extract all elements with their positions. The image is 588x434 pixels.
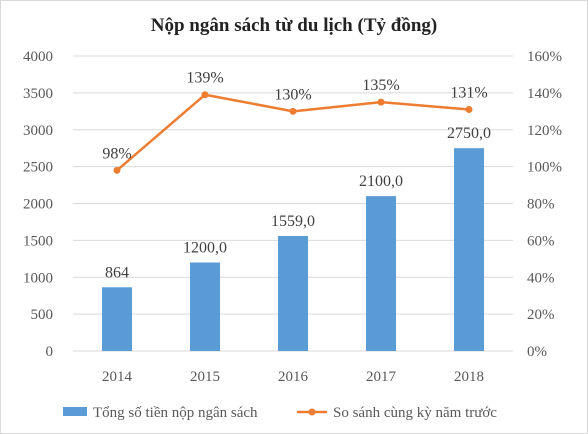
- y-right-tick-label: 120%: [527, 123, 562, 139]
- axis-labels: 0 0% 500 20% 1000 40% 1500 60% 2000 80% 2500 100% 30…: [23, 49, 562, 385]
- y-right-tick-label: 140%: [527, 86, 562, 102]
- bar-data-label: 1559,0: [271, 213, 315, 230]
- x-tick-label: 2017: [366, 369, 397, 385]
- line-data-label: 139%: [186, 70, 223, 87]
- y-left-tick-label: 0: [46, 344, 54, 360]
- legend-label-bar: Tổng số tiền nộp ngân sách: [93, 405, 258, 421]
- y-right-tick-label: 160%: [527, 49, 562, 65]
- legend-swatch-bar: [63, 407, 87, 416]
- y-left-tick-label: 1500: [23, 233, 53, 249]
- legend: Tổng số tiền nộp ngân sách So sánh cùng …: [63, 405, 497, 421]
- y-left-tick-label: 3000: [23, 123, 53, 139]
- bar-data-label: 2750,0: [447, 125, 491, 142]
- y-left-tick-label: 500: [31, 307, 54, 323]
- x-tick-label: 2014: [102, 369, 133, 385]
- legend-label-line: So sánh cùng kỳ năm trước: [333, 405, 497, 421]
- line-point: [465, 105, 473, 113]
- line-data-label: 131%: [450, 84, 487, 101]
- line-data-label: 130%: [274, 86, 311, 103]
- y-right-tick-label: 20%: [527, 307, 555, 323]
- line-point: [289, 107, 297, 115]
- y-left-tick-label: 4000: [23, 49, 53, 65]
- line-data-label: 98%: [102, 145, 131, 162]
- bar: [366, 196, 396, 351]
- y-right-tick-label: 80%: [527, 197, 555, 213]
- bar: [102, 287, 132, 351]
- line-point: [377, 98, 385, 106]
- x-tick-label: 2018: [454, 369, 484, 385]
- x-tick-label: 2015: [190, 369, 220, 385]
- y-left-tick-label: 3500: [23, 86, 53, 102]
- line-data-label: 135%: [362, 77, 399, 94]
- y-left-tick-label: 2000: [23, 197, 53, 213]
- chart-title: Nộp ngân sách từ du lịch (Tỷ đồng): [151, 15, 437, 36]
- bar: [454, 148, 484, 351]
- y-right-tick-label: 0%: [527, 344, 547, 360]
- y-left-tick-label: 1000: [23, 270, 53, 286]
- line-series: [113, 91, 473, 174]
- data-labels: 864 1200,0 1559,0 2100,0 2750,0 98% 139% 130% 13…: [102, 70, 491, 282]
- y-right-tick-label: 40%: [527, 270, 555, 286]
- gridlines: [73, 55, 513, 352]
- x-tick-label: 2016: [278, 369, 309, 385]
- y-right-tick-label: 60%: [527, 233, 555, 249]
- bar-data-label: 2100,0: [359, 173, 403, 190]
- line-path: [116, 93, 470, 172]
- legend-marker-line: [308, 408, 316, 416]
- bar-data-label: 1200,0: [183, 240, 227, 257]
- line-point: [201, 91, 209, 99]
- bar: [190, 262, 220, 351]
- line-point: [113, 166, 121, 174]
- y-right-tick-label: 100%: [527, 160, 562, 176]
- bar-data-label: 864: [105, 264, 129, 281]
- y-left-tick-label: 2500: [23, 160, 53, 176]
- bar: [278, 236, 308, 351]
- bar-series: [102, 148, 484, 351]
